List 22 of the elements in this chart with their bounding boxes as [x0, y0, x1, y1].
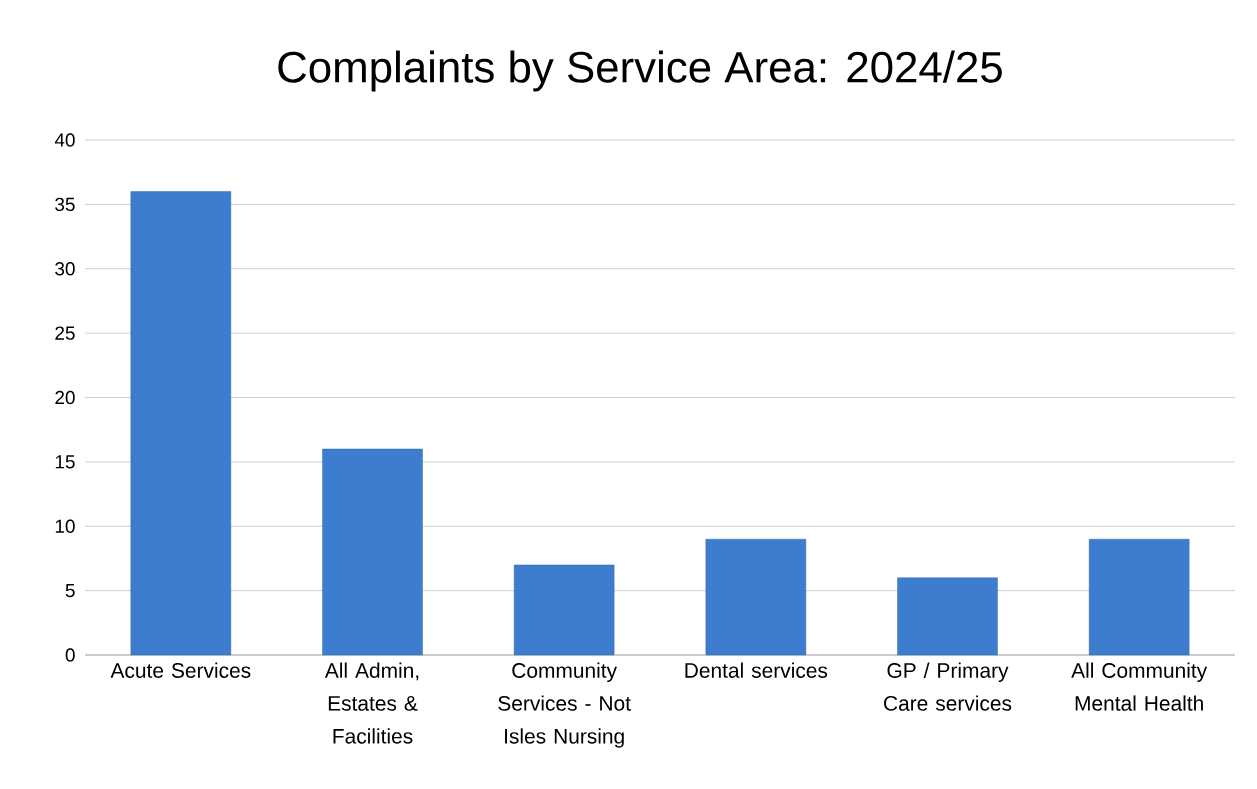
bar: [130, 191, 232, 656]
bar: [705, 538, 807, 656]
chart-title: Complaints by Service Area: 2024/25: [278, 50, 1002, 92]
bar: [322, 448, 423, 656]
y-tick-label: 15: [55, 455, 75, 469]
x-tick-label: All Admin, Estates & Facilities: [324, 662, 419, 744]
bar: [1088, 538, 1190, 656]
y-tick-label: 35: [55, 197, 75, 212]
y-tick-label: 25: [55, 326, 75, 340]
y-tick-label: 10: [55, 519, 75, 533]
x-tick-label: Acute Services: [110, 662, 251, 678]
y-tick-label: 0: [65, 648, 75, 662]
y-tick-label: 30: [55, 262, 75, 276]
y-tick-label: 5: [65, 584, 75, 598]
y-tick-label: 40: [54, 133, 75, 147]
x-tick-label: Dental services: [685, 662, 828, 678]
x-tick-label: GP / Primary Care services: [884, 662, 1012, 711]
bar: [897, 577, 998, 656]
x-tick-label: All Community Mental Health: [1071, 662, 1208, 711]
y-tick-label: 20: [55, 390, 75, 405]
x-tick-label: Community Services - Not Isles Nursing: [498, 662, 631, 748]
bar: [513, 564, 615, 656]
